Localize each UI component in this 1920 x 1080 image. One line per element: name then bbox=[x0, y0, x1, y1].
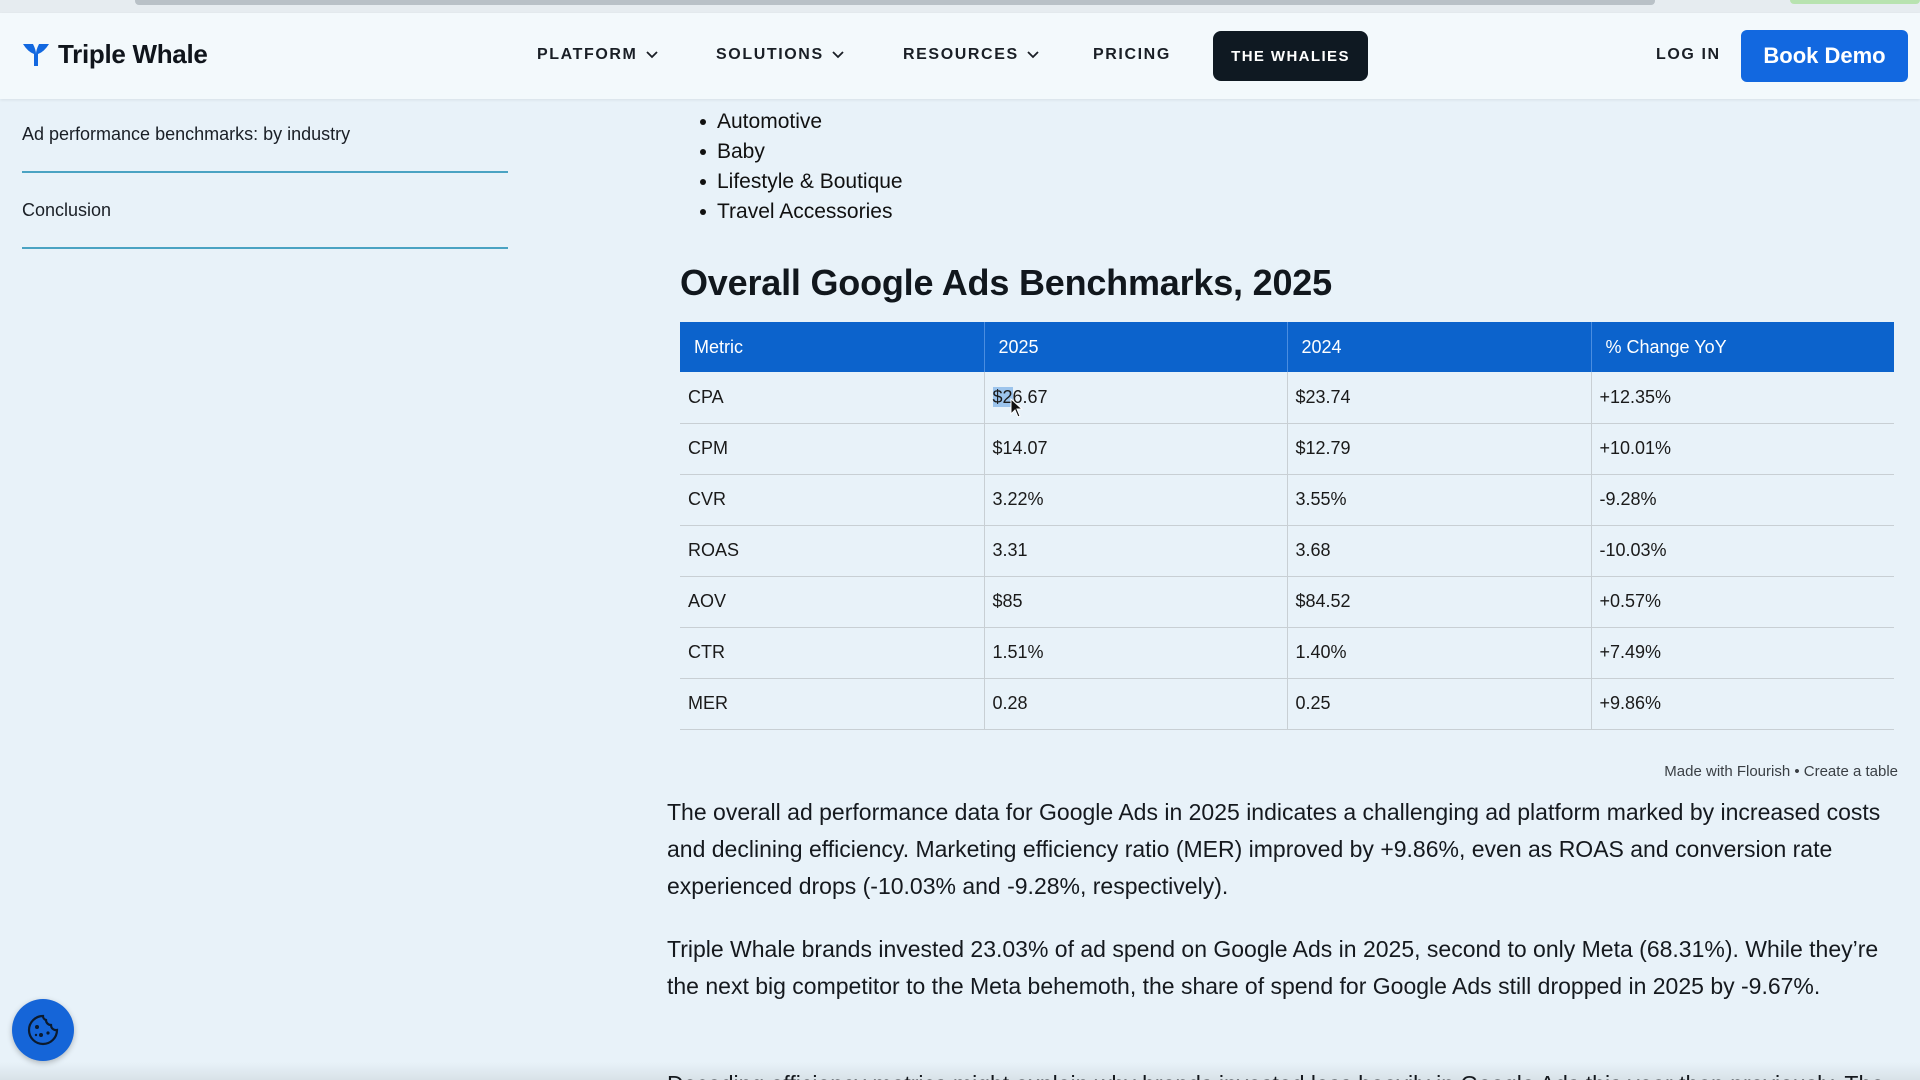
toc-item-industry-benchmarks[interactable]: Ad performance benchmarks: by industry bbox=[22, 124, 351, 144]
bottom-edge bbox=[0, 1062, 1920, 1080]
nav-platform-label: PLATFORM bbox=[537, 46, 638, 63]
table-row: AOV $85 $84.52 +0.57% bbox=[680, 576, 1894, 628]
value-2025-cell: $85 bbox=[984, 576, 1288, 628]
toc-item-conclusion[interactable]: Conclusion bbox=[22, 200, 112, 220]
list-item: Lifestyle & Boutique bbox=[700, 169, 903, 199]
status-pill bbox=[1790, 0, 1920, 4]
section-title: Overall Google Ads Benchmarks, 2025 bbox=[680, 262, 1332, 303]
value-2025-cell: $14.07 bbox=[984, 423, 1288, 475]
list-item: Automotive bbox=[700, 109, 903, 139]
value-2024-cell: $12.79 bbox=[1287, 423, 1592, 475]
column-header-2024: 2024 bbox=[1287, 322, 1592, 372]
bullet-list: Automotive Baby Lifestyle & Boutique Tra… bbox=[700, 109, 903, 229]
nav-solutions-label: SOLUTIONS bbox=[716, 46, 824, 63]
change-cell: +12.35% bbox=[1591, 372, 1894, 424]
brand-name: Triple Whale bbox=[58, 39, 208, 69]
metric-cell: CPM bbox=[680, 423, 985, 475]
column-header-metric: Metric bbox=[680, 322, 985, 372]
metric-cell: CVR bbox=[680, 474, 985, 526]
nav-resources[interactable]: RESOURCES bbox=[903, 46, 1039, 64]
selected-text: $2 bbox=[992, 386, 1013, 407]
nav-solutions[interactable]: SOLUTIONS bbox=[716, 46, 844, 64]
value-2025-cell: 0.28 bbox=[984, 678, 1288, 730]
table-row: MER 0.28 0.25 +9.86% bbox=[680, 678, 1894, 730]
book-demo-button[interactable]: Book Demo bbox=[1741, 30, 1908, 82]
cookie-settings-button[interactable] bbox=[12, 999, 74, 1061]
mouse-cursor-icon bbox=[1010, 398, 1024, 418]
the-whalies-button[interactable]: THE WHALIES bbox=[1213, 31, 1368, 81]
table-row: CTR 1.51% 1.40% +7.49% bbox=[680, 627, 1894, 679]
nav-pricing-label: PRICING bbox=[1093, 46, 1171, 63]
brand-logo[interactable]: Triple Whale bbox=[22, 39, 208, 70]
value-2024-cell: $23.74 bbox=[1287, 372, 1592, 424]
body-paragraph: The overall ad performance data for Goog… bbox=[667, 799, 1881, 899]
chevron-down-icon bbox=[645, 51, 658, 59]
nav-pricing[interactable]: PRICING bbox=[1093, 46, 1171, 64]
benchmarks-table: Metric 2025 2024 % Change YoY CPA $26.67… bbox=[680, 322, 1894, 730]
metric-cell: AOV bbox=[680, 576, 985, 628]
metric-cell: ROAS bbox=[680, 525, 985, 577]
body-paragraph: Triple Whale brands invested 23.03% of a… bbox=[667, 936, 1879, 999]
list-item: Travel Accessories bbox=[700, 199, 903, 229]
table-row: CPM $14.07 $12.79 +10.01% bbox=[680, 423, 1894, 475]
value-2025-cell: 3.22% bbox=[984, 474, 1288, 526]
value-2024-cell: $84.52 bbox=[1287, 576, 1592, 628]
metric-cell: MER bbox=[680, 678, 985, 730]
table-row: CPA $26.67 $23.74 +12.35% bbox=[680, 372, 1894, 424]
site-header: Triple Whale PLATFORM SOLUTIONS RESOURCE… bbox=[0, 13, 1920, 99]
body-paragraph-partial: Decoding efficiency metrics might explai… bbox=[667, 1066, 1907, 1080]
change-cell: +9.86% bbox=[1591, 678, 1894, 730]
cookie-icon bbox=[27, 1014, 59, 1046]
toc-divider bbox=[22, 247, 508, 249]
nav-platform[interactable]: PLATFORM bbox=[537, 46, 658, 64]
column-header-2025: 2025 bbox=[984, 322, 1288, 372]
table-header-row: Metric 2025 2024 % Change YoY bbox=[680, 322, 1894, 372]
flourish-credit-link[interactable]: Made with Flourish • Create a table bbox=[1664, 763, 1898, 780]
nav-resources-label: RESOURCES bbox=[903, 46, 1019, 63]
login-link[interactable]: LOG IN bbox=[1656, 46, 1721, 63]
value-2025-cell: 1.51% bbox=[984, 627, 1288, 679]
column-header-change: % Change YoY bbox=[1591, 322, 1894, 372]
change-cell: +10.01% bbox=[1591, 423, 1894, 475]
change-cell: -10.03% bbox=[1591, 525, 1894, 577]
metric-cell: CPA bbox=[680, 372, 985, 424]
whale-tail-icon bbox=[23, 43, 49, 66]
table-row: CVR 3.22% 3.55% -9.28% bbox=[680, 474, 1894, 526]
chevron-down-icon bbox=[832, 51, 844, 59]
chevron-down-icon bbox=[1027, 51, 1039, 59]
change-cell: -9.28% bbox=[1591, 474, 1894, 526]
value-2024-cell: 1.40% bbox=[1287, 627, 1592, 679]
cell-text: 6.67 bbox=[1012, 386, 1048, 407]
value-2024-cell: 3.55% bbox=[1287, 474, 1592, 526]
horizontal-scrollbar[interactable] bbox=[135, 0, 1655, 5]
toc-divider bbox=[22, 171, 508, 173]
value-2025-cell: $26.67 bbox=[984, 372, 1288, 424]
value-2024-cell: 3.68 bbox=[1287, 525, 1592, 577]
change-cell: +0.57% bbox=[1591, 576, 1894, 628]
metric-cell: CTR bbox=[680, 627, 985, 679]
browser-top-strip bbox=[0, 0, 1920, 13]
value-2025-cell: 3.31 bbox=[984, 525, 1288, 577]
list-item: Baby bbox=[700, 139, 903, 169]
table-row: ROAS 3.31 3.68 -10.03% bbox=[680, 525, 1894, 577]
value-2024-cell: 0.25 bbox=[1287, 678, 1592, 730]
change-cell: +7.49% bbox=[1591, 627, 1894, 679]
